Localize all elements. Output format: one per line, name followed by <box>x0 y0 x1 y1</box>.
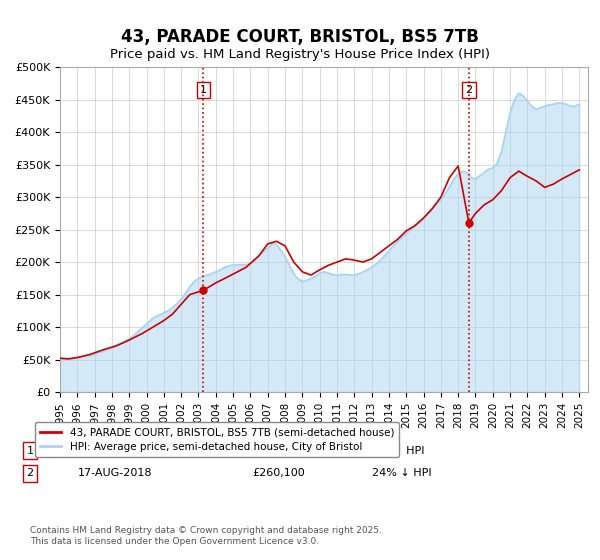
Legend: 43, PARADE COURT, BRISTOL, BS5 7TB (semi-detached house), HPI: Average price, se: 43, PARADE COURT, BRISTOL, BS5 7TB (semi… <box>35 422 399 457</box>
Text: £260,100: £260,100 <box>252 468 305 478</box>
Text: 2: 2 <box>26 468 34 478</box>
Text: 11-APR-2003: 11-APR-2003 <box>78 446 149 456</box>
Text: 43, PARADE COURT, BRISTOL, BS5 7TB: 43, PARADE COURT, BRISTOL, BS5 7TB <box>121 28 479 46</box>
Text: £156,500: £156,500 <box>252 446 305 456</box>
Text: 17-AUG-2018: 17-AUG-2018 <box>78 468 152 478</box>
Text: Price paid vs. HM Land Registry's House Price Index (HPI): Price paid vs. HM Land Registry's House … <box>110 48 490 60</box>
Text: 4% ↑ HPI: 4% ↑ HPI <box>372 446 425 456</box>
Text: Contains HM Land Registry data © Crown copyright and database right 2025.
This d: Contains HM Land Registry data © Crown c… <box>30 526 382 546</box>
Text: 1: 1 <box>200 85 207 95</box>
Text: 1: 1 <box>26 446 34 456</box>
Text: 24% ↓ HPI: 24% ↓ HPI <box>372 468 431 478</box>
Text: 2: 2 <box>466 85 472 95</box>
